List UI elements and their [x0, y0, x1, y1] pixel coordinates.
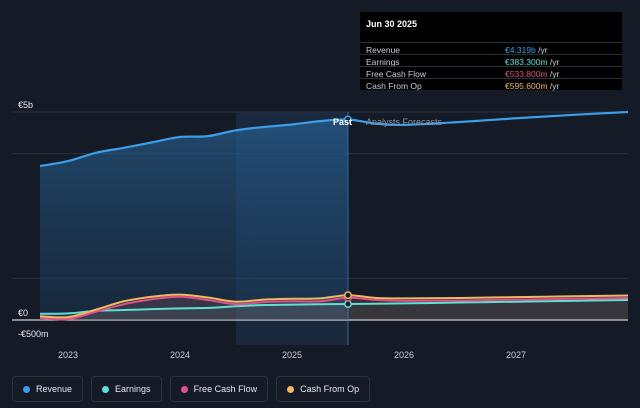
tooltip-label: Revenue	[366, 45, 401, 55]
tooltip-label: Free Cash Flow	[366, 69, 426, 79]
tooltip-row-revenue: Revenue €4.319b /yr	[360, 42, 622, 55]
earnings-dot-icon	[102, 385, 110, 393]
tooltip-value: €595.600m /yr	[505, 81, 560, 91]
cash-from-op-marker	[344, 291, 352, 300]
tooltip-row-earnings: Earnings €383.300m /yr	[360, 54, 622, 67]
cash-from-op-line	[39, 293, 629, 319]
legend-item-cash-from-op[interactable]: Cash From Op	[276, 376, 371, 402]
legend-item-revenue[interactable]: Revenue	[12, 376, 84, 402]
revenue-dot-icon	[23, 385, 30, 393]
earnings-marker	[344, 300, 352, 309]
legend-label: Cash From Op	[300, 384, 360, 394]
y-tick-label: €0	[18, 308, 28, 318]
legend-item-earnings[interactable]: Earnings	[91, 376, 162, 402]
y-tick-label: -€500m	[18, 329, 49, 339]
tooltip-value: €533.800m /yr	[505, 69, 560, 79]
tooltip-value: €383.300m /yr	[505, 57, 560, 67]
legend: Revenue Earnings Free Cash Flow Cash Fro…	[12, 376, 371, 402]
legend-label: Earnings	[115, 384, 151, 394]
free-cash-flow-dot-icon	[180, 385, 188, 393]
y-tick-label: €5b	[18, 100, 33, 110]
x-tick-label: 2025	[282, 350, 302, 360]
past-label: Past	[333, 117, 352, 127]
tooltip: Jun 30 2025 Revenue €4.319b /yr Earnings…	[360, 12, 622, 91]
x-tick-label: 2027	[506, 350, 526, 360]
x-tick-label: 2023	[58, 350, 78, 360]
legend-label: Free Cash Flow	[193, 384, 258, 394]
earnings-area	[40, 300, 628, 320]
revenue-marker	[344, 115, 352, 124]
x-tick-label: 2026	[394, 350, 414, 360]
legend-item-free-cash-flow[interactable]: Free Cash Flow	[169, 376, 269, 402]
earnings-line	[39, 299, 629, 315]
revenue-line	[39, 110, 629, 168]
free-cash-flow-line	[39, 295, 629, 321]
tooltip-date: Jun 30 2025	[366, 19, 418, 29]
legend-label: Revenue	[36, 384, 73, 394]
tooltip-label: Earnings	[366, 57, 400, 67]
forecast-label: Analysts Forecasts	[366, 117, 443, 127]
tooltip-row-free-cash-flow: Free Cash Flow €533.800m /yr	[360, 66, 622, 79]
cash-from-op-dot-icon	[287, 385, 295, 393]
tooltip-value: €4.319b /yr	[505, 45, 548, 55]
tooltip-label: Cash From Op	[366, 81, 422, 91]
x-tick-label: 2024	[170, 350, 190, 360]
revenue-area	[40, 119, 348, 320]
tooltip-row-cash-from-op: Cash From Op €595.600m /yr	[360, 78, 622, 91]
